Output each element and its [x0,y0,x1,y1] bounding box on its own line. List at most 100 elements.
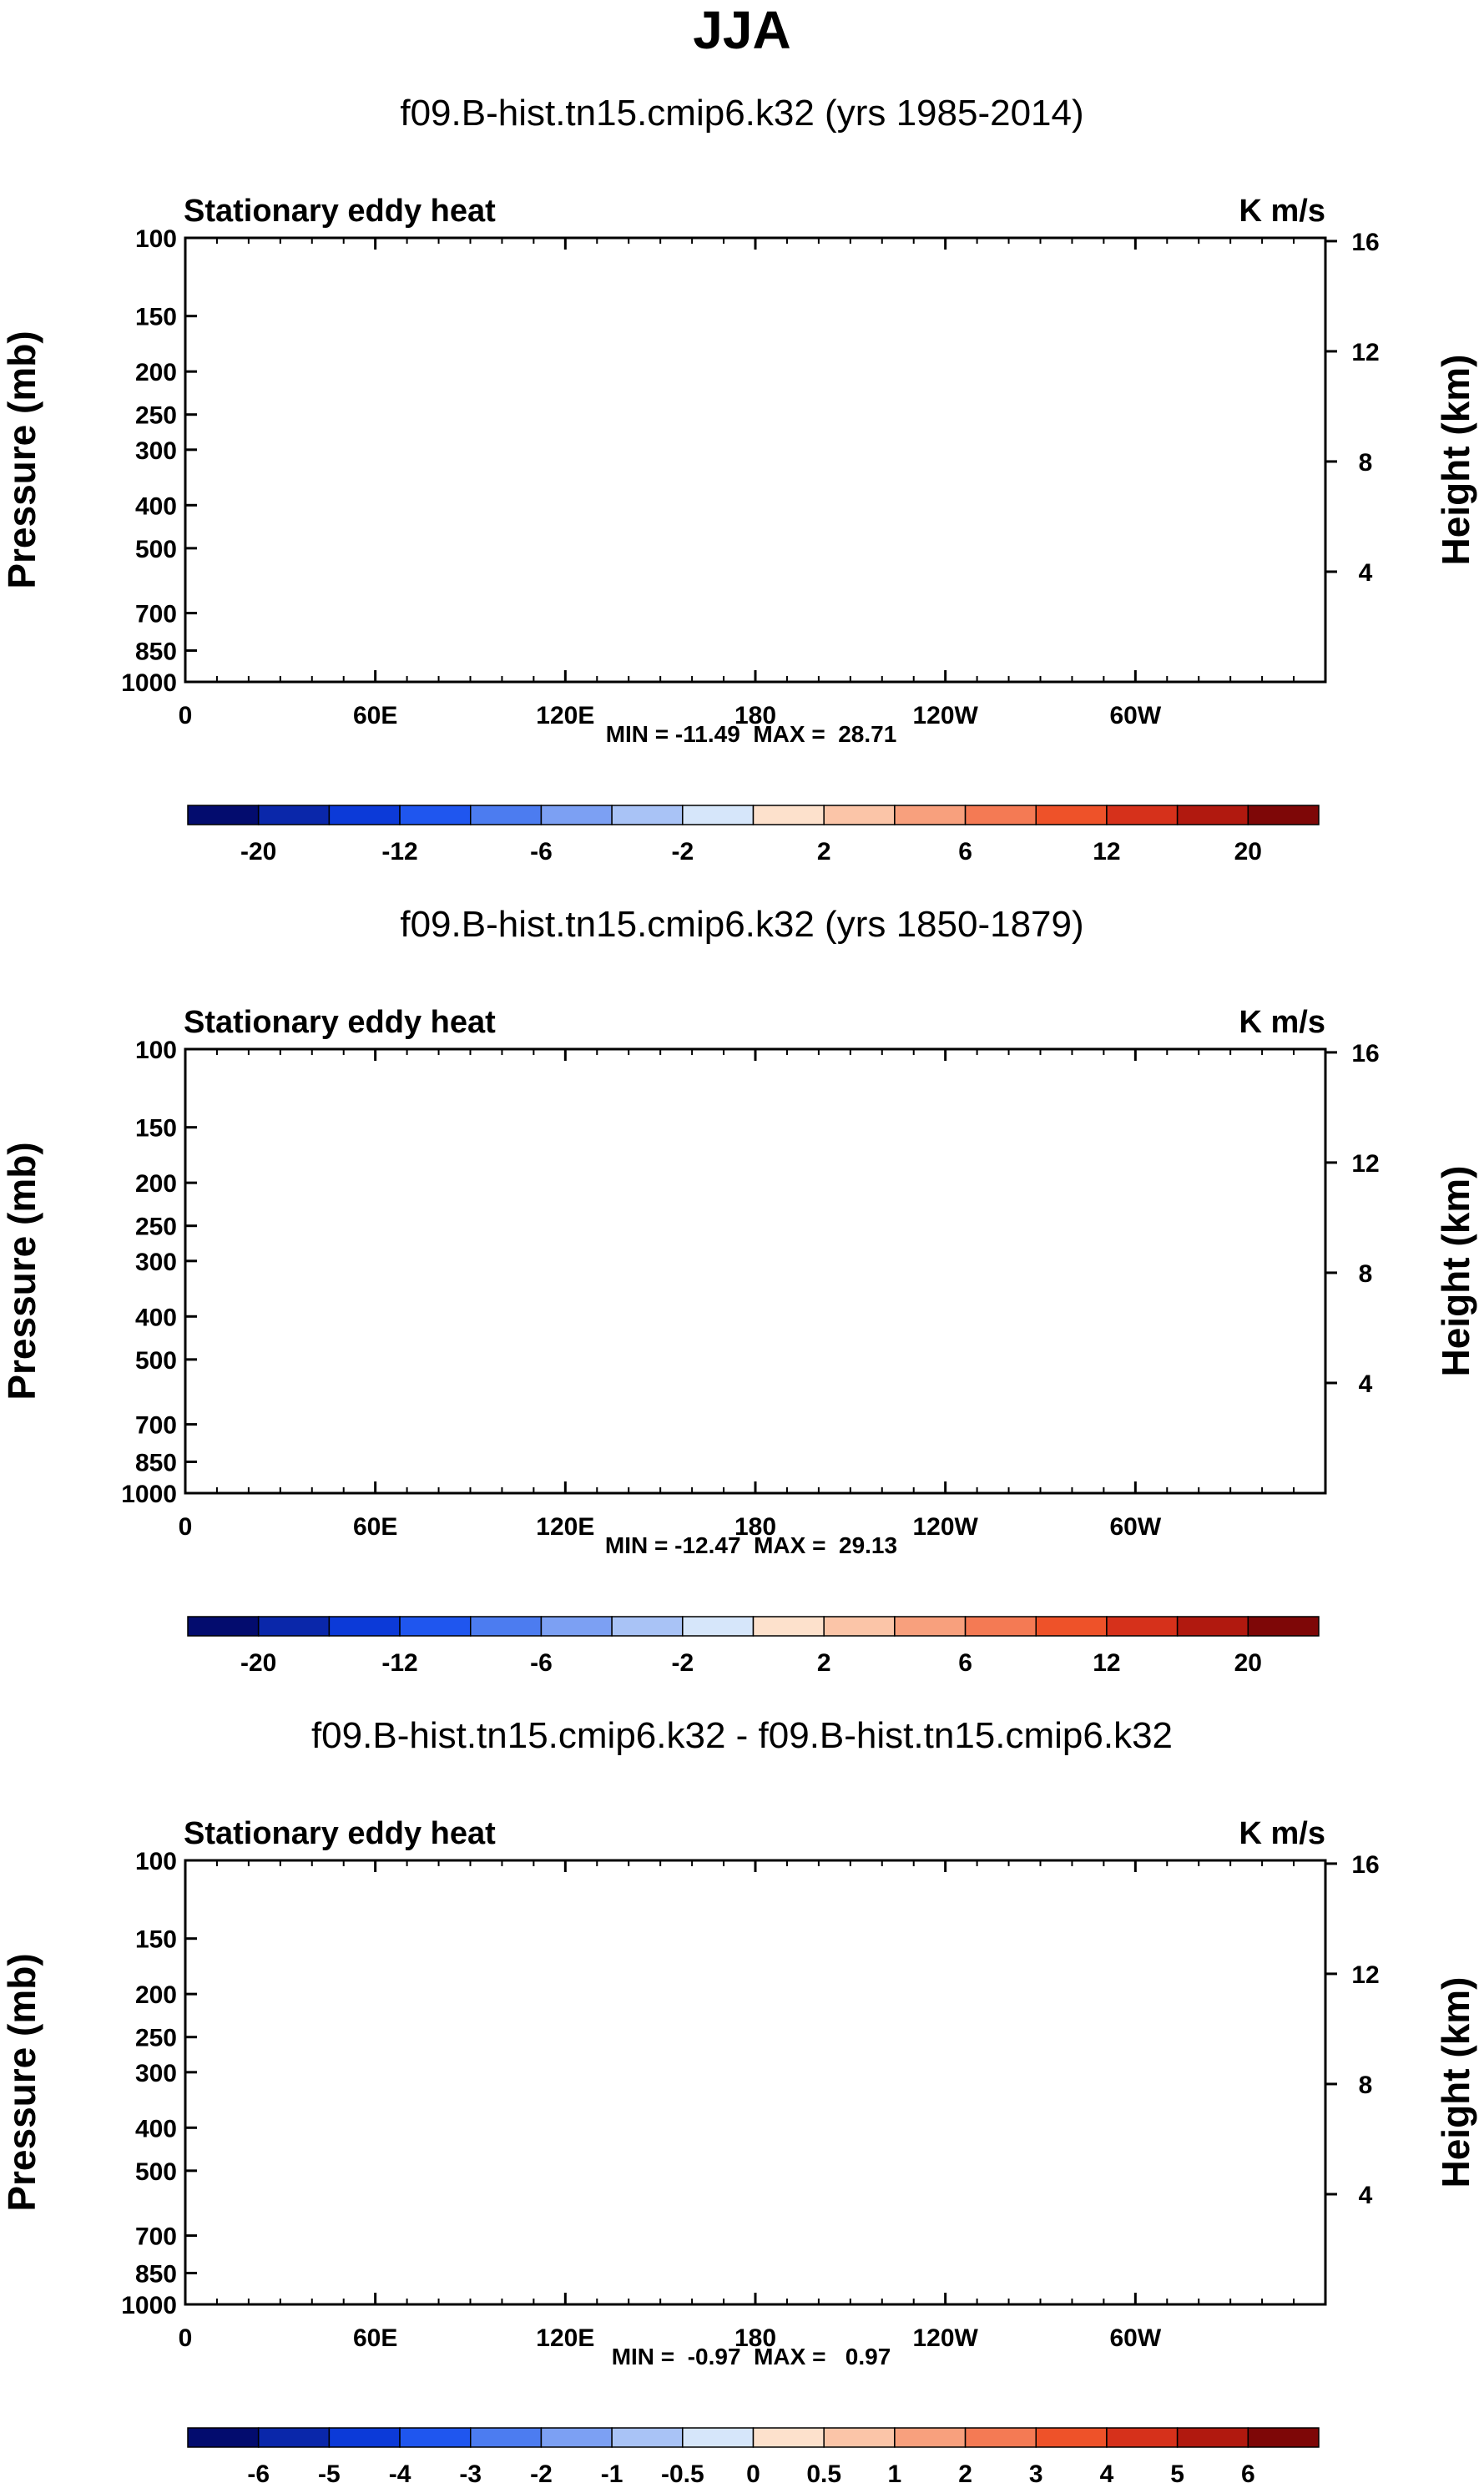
y-axis-label: Pressure (mb) [0,1142,43,1400]
x-tick-label: 60E [353,1513,397,1541]
colorbar-bin [682,2427,755,2448]
contour-region [1029,1949,1143,2238]
colorbar-bin [964,805,1037,825]
contour-region [1166,1860,1269,2171]
contour-region [1211,1294,1325,1458]
colorbar-label: 2 [958,2460,972,2483]
contour-region [1154,1049,1325,1183]
colorbar-bin [328,1616,401,1637]
contour-region [185,238,641,362]
y-tick-label: 700 [135,601,177,628]
contour-region [778,416,1074,558]
field-name-label: Stationary eddy heat [184,1816,496,1851]
colorbar-label: 0 [746,2460,760,2483]
colorbar-bin [823,805,896,825]
colorbar-label: 20 [1234,838,1262,866]
colorbar-bin [187,1616,260,1637]
topography [214,1471,1166,1493]
colorbar-bin [470,1616,543,1637]
colorbar-label: -3 [459,2460,482,2483]
colorbar-bin [540,805,613,825]
cool-streak [306,593,313,647]
y-tick-label: 500 [135,2158,177,2186]
colorbar-bin [1106,2427,1179,2448]
min-max-stats: MIN = -12.47 MAX = 29.13 [605,1532,897,1558]
units-label: K m/s [1239,194,1325,229]
colorbar: -6 -5 -4 -3 -2 -1 -0.5 0 0.5 1 2 3 4 5 6 [187,2427,1320,2483]
colorbar-bin [752,1616,825,1637]
y-right-tick-label: 4 [1359,559,1373,587]
contour-region [596,1200,710,1476]
contour-region [778,1905,892,2127]
colorbar-bin [328,805,401,825]
x-tick-label: 60E [353,2324,397,2352]
contour-region [208,2060,345,2259]
y-right-tick-label: 12 [1351,339,1379,366]
colorbar-bin [1176,2427,1249,2448]
contour-region [413,1860,504,2127]
y-right-tick-label: 8 [1359,2072,1373,2099]
colorbar-bin [399,2427,472,2448]
panel-title: f09.B-hist.tn15.cmip6.k32 (yrs 1850-1879… [400,904,1083,945]
x-tick-label: 180 [734,1513,776,1541]
contour-region [778,1227,1074,1369]
y-axis-label-right: Height (km) [1434,355,1477,566]
y-tick-label: 700 [135,2223,177,2251]
min-max-stats: MIN = -11.49 MAX = 28.71 [606,721,897,747]
panel-title: f09.B-hist.tn15.cmip6.k32 - f09.B-hist.t… [311,1715,1173,1756]
colorbar-bin [328,2427,401,2448]
y-right-tick-label: 16 [1351,1851,1379,1879]
colorbar-bin [964,1616,1037,1637]
colorbar-label: -2 [671,838,694,866]
colorbar-bin [964,2427,1037,2448]
contour-region [527,620,1098,678]
x-tick-label: 120W [912,2324,978,2352]
contour-region [641,1860,732,2105]
y-axis-label-right: Height (km) [1434,1977,1477,2188]
figure-title: JJA [693,0,790,60]
colorbar-bin [611,2427,684,2448]
contour-region [208,1271,413,1378]
warm-plume [1077,1325,1093,1493]
warm-streak [297,1422,304,1471]
y-right-tick-label: 12 [1351,1150,1379,1178]
x-tick-label: 180 [734,2324,776,2352]
colorbar-label: 6 [958,838,972,866]
x-tick-label: 0 [179,1513,193,1541]
contour-field [185,1860,1325,2304]
colorbar-bin [1035,805,1108,825]
colorbar-bin [1035,1616,1108,1637]
y-right-tick-label: 16 [1351,229,1379,256]
colorbar-bin [1247,805,1320,825]
colorbar-label: -5 [318,2460,341,2483]
contour-region [904,1860,1007,2060]
warm-plume [1077,513,1093,682]
contour-region [1154,238,1325,371]
y-tick-label: 400 [135,492,177,520]
colorbar-bin [1035,2427,1108,2448]
colorbar-bin [611,1616,684,1637]
field-name-label: Stationary eddy heat [184,1005,496,1040]
contour-region [185,1860,1325,2304]
colorbar-label: -2 [530,2460,553,2483]
colorbar-bin [1106,1616,1179,1637]
colorbar-label: 1 [888,2460,902,2483]
colorbar-label: -4 [389,2460,411,2483]
contour-region [516,1183,596,1405]
contour-field [185,1049,1325,1493]
y-tick-label: 700 [135,1412,177,1440]
contour-region [744,1049,1074,1227]
y-right-tick-label: 8 [1359,1260,1373,1288]
y-axis-label-right: Height (km) [1434,1166,1477,1377]
y-tick-label: 400 [135,2115,177,2142]
y-tick-label: 500 [135,1347,177,1375]
y-tick-label: 850 [135,638,177,665]
contour-region [1280,2038,1325,2283]
chart-panel-2: f09.B-hist.tn15.cmip6.k32 (yrs 1850-1879… [0,904,1477,1677]
y-tick-label: 500 [135,536,177,563]
colorbar-bin [894,1616,967,1637]
colorbar-bin [257,805,331,825]
warm-streak [297,611,304,660]
y-axis-label: Pressure (mb) [0,1953,43,2211]
